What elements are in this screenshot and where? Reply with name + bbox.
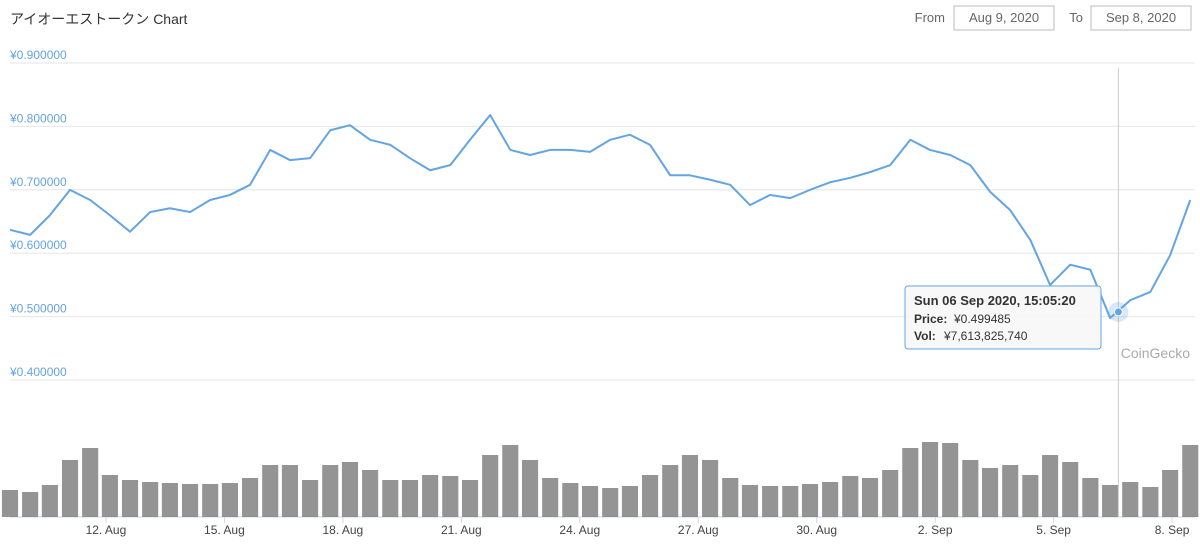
volume-bar bbox=[1142, 487, 1159, 517]
volume-bar bbox=[542, 478, 559, 517]
volume-bar bbox=[202, 484, 219, 517]
volume-bar bbox=[1122, 482, 1139, 517]
volume-bar bbox=[22, 492, 39, 517]
volume-bar bbox=[382, 480, 399, 517]
volume-bar bbox=[281, 465, 299, 517]
x-tick-label: 12. Aug bbox=[86, 523, 127, 537]
volume-bar bbox=[762, 486, 779, 517]
x-tick-label: 15. Aug bbox=[204, 523, 245, 537]
volume-bar bbox=[942, 443, 959, 517]
volume-bar bbox=[1002, 465, 1019, 517]
volume-bar bbox=[602, 488, 619, 517]
volume-bar bbox=[121, 480, 139, 517]
volume-bar bbox=[1042, 455, 1059, 517]
watermark: CoinGecko bbox=[1121, 345, 1190, 361]
volume-bar bbox=[582, 486, 599, 517]
volume-bar bbox=[61, 460, 79, 517]
to-label: To bbox=[1069, 10, 1083, 25]
x-tick-label: 2. Sep bbox=[918, 523, 953, 537]
volume-bar bbox=[341, 462, 359, 517]
volume-bar bbox=[422, 475, 439, 517]
y-tick-label: ¥0.500000 bbox=[9, 302, 67, 316]
volume-bar bbox=[401, 480, 419, 517]
volume-bar bbox=[662, 465, 679, 517]
volume-bar bbox=[1162, 470, 1179, 517]
x-tick-label: 5. Sep bbox=[1036, 523, 1071, 537]
y-tick-label: ¥0.900000 bbox=[9, 48, 67, 62]
x-tick-label: 8. Sep bbox=[1155, 523, 1190, 537]
volume-bar bbox=[221, 483, 238, 517]
volume-bar bbox=[722, 478, 739, 517]
volume-bar bbox=[1, 490, 19, 517]
volume-bar bbox=[182, 484, 199, 517]
volume-bar bbox=[161, 483, 178, 517]
tooltip-date: Sun 06 Sep 2020, 15:05:20 bbox=[914, 293, 1076, 308]
volume-bar bbox=[41, 485, 58, 517]
x-tick-label: 18. Aug bbox=[323, 523, 364, 537]
from-label: From bbox=[915, 10, 945, 25]
volume-bar bbox=[982, 468, 999, 517]
volume-bar bbox=[902, 448, 919, 517]
volume-bar bbox=[461, 480, 479, 517]
volume-bar bbox=[741, 485, 759, 517]
volume-bar bbox=[842, 476, 859, 517]
volume-bar bbox=[362, 470, 379, 517]
volume-bar bbox=[242, 478, 259, 517]
hover-point bbox=[1113, 307, 1123, 317]
volume-bar bbox=[921, 442, 939, 517]
volume-bar bbox=[101, 475, 118, 517]
volume-bar bbox=[861, 478, 879, 517]
x-tick-label: 30. Aug bbox=[796, 523, 837, 537]
volume-bar bbox=[822, 482, 839, 517]
tooltip-price-label: Price: bbox=[914, 312, 947, 326]
x-tick-label: 21. Aug bbox=[441, 523, 482, 537]
volume-bar bbox=[642, 475, 659, 517]
volume-bar bbox=[482, 455, 499, 517]
to-date: Sep 8, 2020 bbox=[1106, 10, 1176, 25]
volume-bar bbox=[962, 460, 979, 517]
tooltip-price: ¥0.499485 bbox=[953, 312, 1011, 326]
y-tick-label: ¥0.600000 bbox=[9, 238, 67, 252]
tooltip-vol-label: Vol: bbox=[914, 329, 936, 343]
volume-bar bbox=[1182, 445, 1199, 517]
volume-bar bbox=[621, 486, 638, 517]
x-tick-label: 24. Aug bbox=[559, 523, 600, 537]
volume-bar bbox=[82, 448, 99, 517]
volume-bar bbox=[782, 486, 799, 517]
volume-bar bbox=[1102, 485, 1119, 517]
from-date: Aug 9, 2020 bbox=[969, 10, 1039, 25]
volume-bar bbox=[1082, 478, 1099, 517]
tooltip-vol: ¥7,613,825,740 bbox=[943, 329, 1028, 343]
volume-bar bbox=[562, 483, 579, 517]
volume-bar bbox=[801, 484, 819, 517]
y-tick-label: ¥0.800000 bbox=[9, 111, 67, 125]
y-tick-label: ¥0.400000 bbox=[9, 365, 67, 379]
volume-bar bbox=[702, 460, 719, 517]
volume-bar bbox=[1062, 462, 1079, 517]
to-input[interactable] bbox=[1090, 5, 1192, 31]
volume-bar bbox=[442, 476, 459, 517]
chart-title: アイオーエストークン Chart bbox=[10, 11, 188, 27]
volume-bar bbox=[1022, 475, 1039, 517]
volume-bar bbox=[681, 455, 699, 517]
volume-bar bbox=[322, 465, 339, 517]
volume-bar bbox=[882, 470, 899, 517]
volume-bar bbox=[262, 465, 279, 517]
tooltip-box bbox=[904, 285, 1102, 350]
from-input[interactable] bbox=[953, 5, 1055, 31]
volume-bar bbox=[302, 480, 319, 517]
volume-bar bbox=[502, 445, 519, 517]
x-tick-label: 27. Aug bbox=[678, 523, 719, 537]
volume-bar bbox=[142, 482, 159, 517]
volume-bar bbox=[521, 460, 539, 517]
y-tick-label: ¥0.700000 bbox=[9, 175, 67, 189]
price-line bbox=[9, 114, 1192, 319]
